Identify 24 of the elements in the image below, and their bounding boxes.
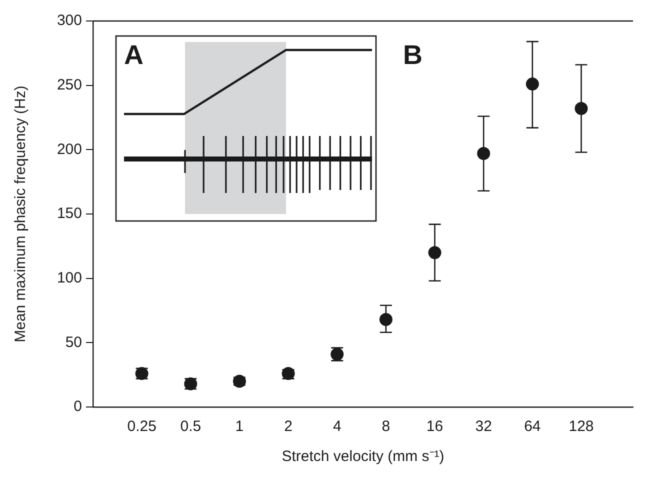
x-tick-label: 128 bbox=[568, 418, 594, 436]
annotation: B bbox=[403, 40, 422, 70]
y-tick-label: 100 bbox=[56, 269, 82, 286]
y-tick-label: 250 bbox=[56, 76, 82, 94]
x-axis-title: Stretch velocity (mm s⁻¹) bbox=[282, 448, 444, 466]
x-tick-label: 64 bbox=[524, 418, 541, 436]
point bbox=[379, 313, 392, 326]
y-tick-label: 0 bbox=[74, 398, 82, 416]
y-tick-label: 200 bbox=[56, 140, 82, 158]
point bbox=[477, 147, 490, 160]
y-axis-title: Mean maximum phasic frequency (Hz) bbox=[12, 86, 30, 342]
annotation: A bbox=[124, 40, 144, 70]
y-tick-label: 150 bbox=[56, 205, 82, 222]
y-tick-label: 50 bbox=[65, 334, 82, 351]
x-tick-label: 2 bbox=[284, 418, 292, 436]
x-tick-label: 1 bbox=[235, 418, 244, 436]
y-tick-label: 300 bbox=[56, 12, 82, 30]
x-tick-label: 32 bbox=[475, 418, 492, 436]
x-tick-label: 4 bbox=[332, 418, 342, 436]
x-tick-label: 8 bbox=[382, 418, 390, 436]
point bbox=[526, 78, 539, 91]
x-tick-label: 0.25 bbox=[127, 418, 156, 436]
x-tick-label: 16 bbox=[426, 418, 444, 436]
x-tick-label: 0.5 bbox=[180, 418, 202, 436]
